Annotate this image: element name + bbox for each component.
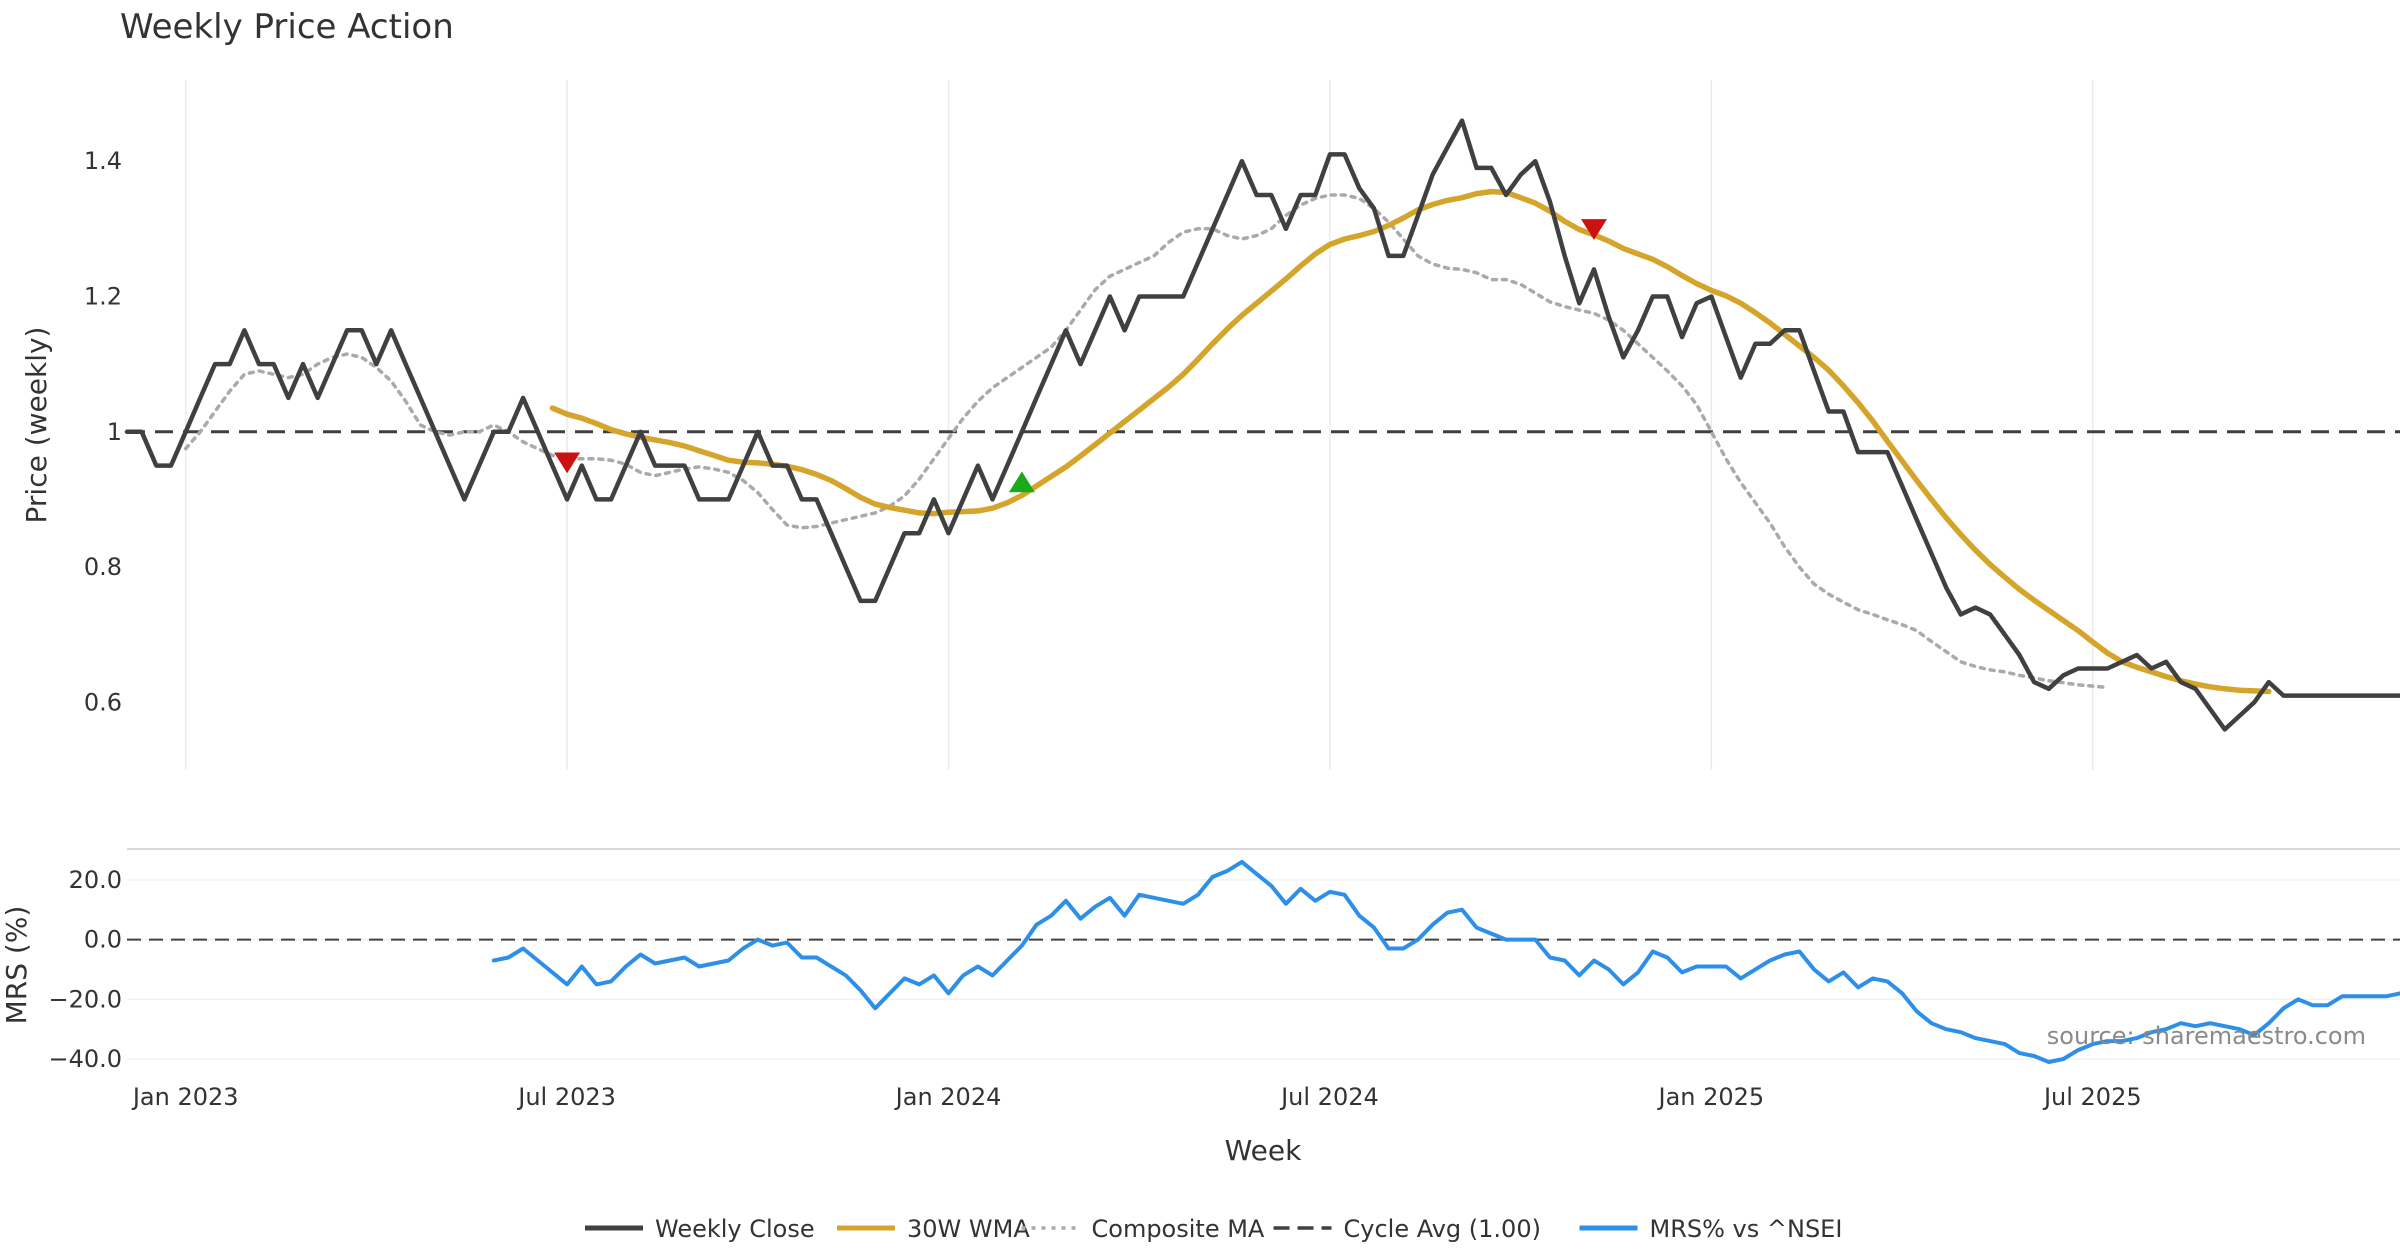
mrs-series [491,859,2400,1064]
x-tick-2: Jan 2024 [894,1083,1002,1111]
legend-label-4: MRS% vs ^NSEI [1650,1215,1843,1243]
source-annotation: source: sharemaestro.com [2047,1022,2366,1050]
legend-item-0: Weekly Close [585,1215,815,1243]
mrs-y-tick-1: 0.0 [84,926,122,954]
mrs-y-tick-0: 20.0 [69,866,122,894]
mrs-y-label: MRS (%) [0,906,33,1025]
mrs-y-ticks: 20.0 0.0 −20.0 −40.0 [48,866,122,1073]
price-series [124,118,2400,732]
price-y-tick-3: 1.2 [84,282,122,310]
x-tick-4: Jan 2025 [1657,1083,1765,1111]
series-weekly-close [124,118,2400,732]
x-axis-label: Week [1225,1134,1302,1167]
mrs-y-tick-3: −40.0 [48,1045,122,1073]
price-y-tick-0: 0.6 [84,688,122,716]
legend-label-1: 30W WMA [907,1215,1030,1243]
legend-item-3: Cycle Avg (1.00) [1273,1215,1541,1243]
price-grid [184,80,2094,770]
legend-item-4: MRS% vs ^NSEI [1579,1215,1843,1243]
x-tick-3: Jul 2024 [1279,1083,1379,1111]
legend: Weekly Close 30W WMA Composite MA Cycle Avg… [585,1215,1842,1243]
series-30w-wma [549,188,2272,695]
price-y-ticks: 0.6 0.8 1 1.2 1.4 [84,147,122,716]
sell-signal-marker-0 [554,452,581,474]
legend-label-0: Weekly Close [655,1215,815,1243]
x-tick-0: Jan 2023 [131,1083,239,1111]
legend-item-1: 30W WMA [837,1215,1030,1243]
legend-label-2: Composite MA [1092,1215,1265,1243]
legend-item-2: Composite MA [1021,1215,1265,1243]
price-y-tick-2: 1 [107,418,122,446]
x-ticks: Jan 2023 Jul 2023 Jan 2024 Jul 2024 Jan 2025… [131,1083,2142,1111]
sell-signal-marker-2 [1581,219,1607,240]
price-y-label: Price (weekly) [20,327,53,524]
legend-label-3: Cycle Avg (1.00) [1344,1215,1541,1243]
x-tick-1: Jul 2023 [516,1083,616,1111]
buy-signal-marker-1 [1008,471,1035,493]
chart-title: Weekly Price Action [120,7,454,47]
series-mrs [491,859,2400,1064]
signal-markers [554,219,1607,493]
price-y-tick-1: 0.8 [84,553,122,581]
series-composite-ma [183,193,2110,690]
price-y-tick-4: 1.4 [84,147,122,175]
mrs-y-tick-2: −20.0 [48,985,122,1013]
x-tick-5: Jul 2025 [2042,1083,2142,1111]
